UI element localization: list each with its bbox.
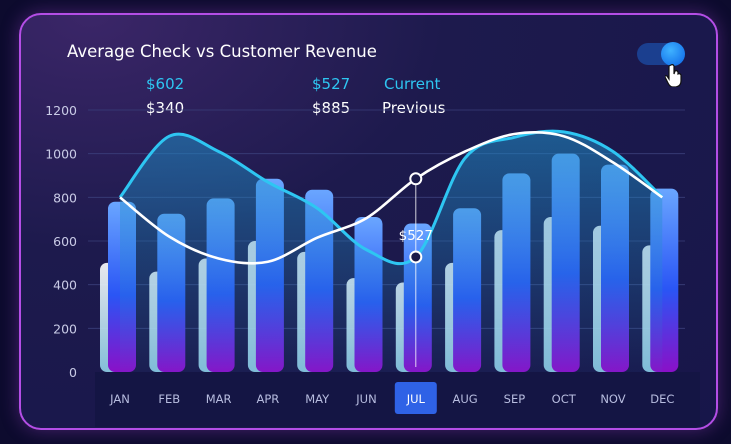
toggle-knob[interactable] — [661, 42, 685, 66]
y-tick-label: 0 — [69, 365, 77, 380]
x-axis-ticks: JAN FEB MAR APR MAY JUN JUL AUG SEP OCT NOV DEC — [109, 382, 674, 414]
x-tick-label-may[interactable]: MAY — [305, 392, 330, 406]
y-axis-ticks: 0 200 400 600 800 1000 1200 — [45, 103, 77, 380]
previous-marker[interactable] — [409, 172, 423, 186]
current-revenue-value: $527 — [312, 75, 351, 93]
selected-month-highlight[interactable] — [394, 382, 437, 414]
y-tick-label: 400 — [53, 278, 77, 293]
current-marker[interactable] — [409, 250, 423, 264]
trend-lines — [118, 129, 664, 372]
legend-current-label: Current — [384, 75, 441, 93]
series-toggle[interactable] — [637, 42, 685, 66]
previous-line — [119, 131, 664, 265]
y-tick-label: 1000 — [45, 147, 77, 162]
x-tick-label-apr[interactable]: APR — [257, 392, 280, 406]
x-tick-label-dec[interactable]: DEC — [650, 392, 674, 406]
selected-markers: $527 — [399, 172, 433, 367]
legend-previous-label: Previous — [382, 99, 446, 117]
previous-check-value: $340 — [146, 99, 185, 117]
x-tick-label-oct[interactable]: OCT — [552, 392, 577, 406]
x-tick-label-mar[interactable]: MAR — [206, 392, 232, 406]
current-area — [120, 131, 663, 372]
y-tick-label: 800 — [53, 190, 77, 205]
x-tick-label-nov[interactable]: NOV — [600, 392, 625, 406]
previous-revenue-value: $885 — [312, 99, 351, 117]
chart-title: Average Check vs Customer Revenue — [67, 42, 377, 61]
x-tick-label-feb[interactable]: FEB — [158, 392, 180, 406]
y-tick-label: 600 — [53, 234, 77, 249]
x-tick-label-aug[interactable]: AUG — [452, 392, 477, 406]
hand-cursor-icon — [665, 64, 682, 87]
x-tick-label-sep[interactable]: SEP — [504, 392, 526, 406]
current-check-value: $602 — [146, 75, 185, 93]
tooltip-value: $527 — [399, 228, 433, 244]
x-tick-label-jun[interactable]: JUN — [355, 392, 376, 406]
x-tick-label-jul[interactable]: JUL — [406, 392, 426, 406]
current-line — [118, 129, 664, 266]
x-tick-label-jan[interactable]: JAN — [109, 392, 130, 406]
y-tick-label: 200 — [53, 321, 77, 336]
y-tick-label: 1200 — [45, 103, 77, 118]
